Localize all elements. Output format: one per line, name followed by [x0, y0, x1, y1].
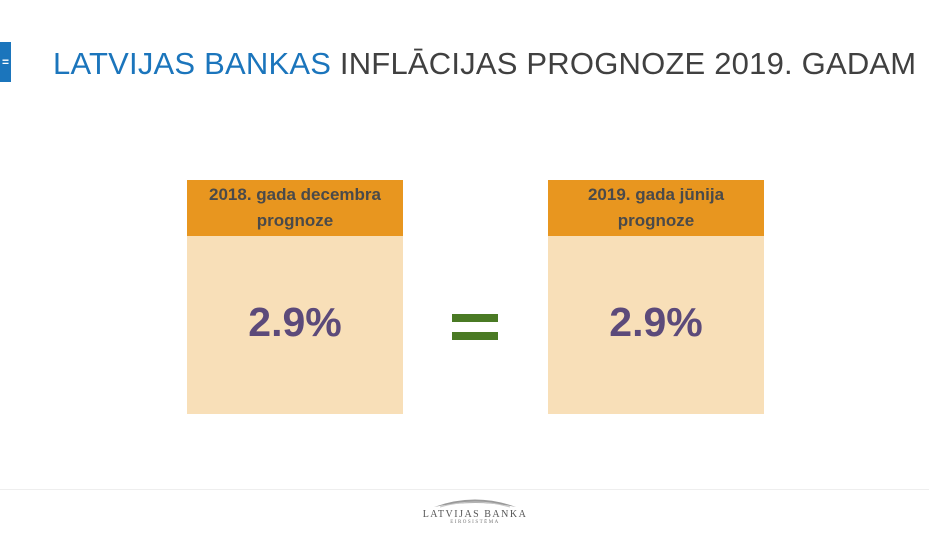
title-rest: INFLĀCIJAS PROGNOZE 2019. GADAM [331, 46, 917, 81]
menu-icon: = [1, 55, 9, 69]
side-tab[interactable]: = [0, 42, 11, 82]
card-value: 2.9% [248, 298, 342, 345]
logo-name: LATVIJAS BANKA [422, 509, 528, 520]
logo-subtitle: EIROSISTĒMA [450, 520, 500, 525]
card-header: 2018. gada decembra prognoze [187, 180, 403, 236]
card-value: 2.9% [609, 298, 703, 345]
footer-divider [0, 489, 929, 490]
forecast-card-december-2018: 2018. gada decembra prognoze 2.9% [187, 180, 403, 414]
forecast-card-june-2019: 2019. gada jūnija prognoze 2.9% [548, 180, 764, 414]
equals-bar-top [452, 314, 498, 322]
card-header: 2019. gada jūnija prognoze [548, 180, 764, 236]
bank-logo: LATVIJAS BANKA EIROSISTĒMA [415, 494, 535, 534]
logo-arc-icon [434, 499, 516, 508]
equals-icon [452, 314, 498, 340]
page-title: LATVIJAS BANKAS INFLĀCIJAS PROGNOZE 2019… [53, 44, 916, 84]
equals-bar-bottom [452, 332, 498, 340]
title-accent: LATVIJAS BANKAS [53, 46, 332, 81]
